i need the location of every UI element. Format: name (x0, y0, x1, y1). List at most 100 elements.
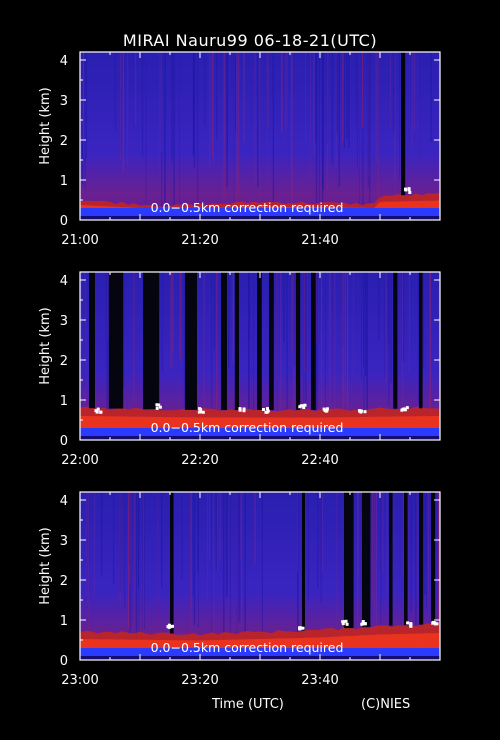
y-tick-label: 1 (60, 394, 68, 409)
strong-echo (406, 621, 410, 625)
chart-title: MIRAI Nauru99 06-18-21(UTC) (122, 31, 378, 50)
strong-echo (262, 408, 265, 411)
strong-echo (408, 191, 412, 194)
strong-echo (341, 622, 345, 626)
strong-echo (345, 622, 349, 626)
x-tick-label: 21:20 (181, 233, 218, 248)
y-tick-label: 2 (60, 574, 68, 589)
strong-echo (431, 620, 435, 624)
strong-echo (404, 188, 408, 192)
strong-echo (301, 626, 305, 630)
heatmap-image (80, 272, 440, 440)
strong-echo (344, 619, 348, 623)
strong-echo (409, 622, 413, 626)
blocked-column (234, 272, 239, 410)
boundary-layer-core (80, 633, 440, 648)
strong-echo (361, 620, 365, 623)
blocked-column (302, 492, 305, 631)
x-tick-label: 21:40 (301, 233, 338, 248)
blocked-column (404, 492, 408, 626)
blocked-column (108, 272, 124, 409)
strong-echo (363, 622, 367, 626)
y-tick-label: 2 (60, 354, 68, 369)
strong-echo (363, 410, 367, 414)
y-tick-label: 3 (60, 314, 68, 329)
correction-note: 0.0−0.5km correction required (151, 640, 344, 655)
blocked-column (269, 272, 274, 410)
panel-1: 0 1 2 3 4 Height (km) 21:00 21:20 21:40 0.0−0.5km… (38, 51, 441, 248)
y-tick-label: 4 (60, 494, 68, 509)
blocked-column (362, 492, 371, 627)
y-tick-label: 0 (60, 214, 68, 229)
y-tick-label: 3 (60, 94, 68, 109)
y-tick-label: 0 (60, 434, 68, 449)
surface-band (80, 428, 440, 436)
blocked-column (419, 492, 424, 625)
boundary-layer-core (80, 416, 440, 428)
blocked-column (221, 272, 227, 410)
strong-echo (199, 408, 203, 411)
x-tick-label: 21:00 (61, 233, 98, 248)
heatmap-background (80, 52, 440, 220)
strong-echo (405, 406, 409, 410)
blocked-column (401, 52, 406, 196)
panel-2: 0 1 2 3 4 Height (km) 22:00 22:20 22:40 0.0−0.5km… (38, 271, 441, 468)
y-tick-label: 1 (60, 614, 68, 629)
x-tick-label: 22:00 (61, 453, 98, 468)
x-axis-title: Time (UTC) (212, 697, 284, 712)
blocked-column (257, 272, 262, 410)
strong-echo (322, 407, 326, 411)
strong-echo (199, 410, 203, 414)
strong-echo (302, 406, 306, 409)
strong-echo (303, 403, 307, 407)
boundary-layer-band (80, 192, 440, 210)
strong-echo (242, 407, 246, 411)
blocked-column (389, 492, 393, 626)
x-tick-label: 22:20 (181, 453, 218, 468)
x-tick-label: 23:20 (181, 673, 218, 688)
strong-echo (158, 405, 162, 409)
heatmap-image (80, 492, 440, 660)
strong-echo (166, 625, 170, 629)
strong-echo (171, 624, 174, 628)
blocked-column (185, 272, 197, 410)
blocked-column (431, 492, 436, 625)
y-tick-label: 4 (60, 274, 68, 289)
blocked-column (344, 492, 354, 629)
credit-label: (C)NIES (361, 697, 411, 712)
panel-3: 0 1 2 3 4 Height (km) 23:00 23:20 23:40 0.0−0.5km… (38, 491, 441, 688)
blocked-column (393, 272, 398, 409)
strong-echo (325, 407, 329, 411)
strong-echo (298, 626, 302, 630)
strong-echo (266, 407, 269, 411)
strong-echo (358, 409, 361, 413)
y-axis-title: Height (km) (38, 307, 53, 384)
x-tick-label: 23:40 (301, 673, 338, 688)
strong-echo (238, 408, 242, 412)
correction-note: 0.0−0.5km correction required (151, 420, 344, 435)
strong-echo (96, 407, 100, 411)
strong-echo (435, 622, 439, 626)
y-tick-label: 4 (60, 54, 68, 69)
blocked-column (419, 272, 423, 409)
strong-echo (301, 404, 305, 408)
strong-echo (433, 621, 437, 625)
blocked-column (143, 272, 160, 410)
x-tick-label: 22:40 (301, 453, 338, 468)
heatmap-image (80, 52, 440, 220)
y-tick-label: 1 (60, 174, 68, 189)
correction-note: 0.0−0.5km correction required (151, 200, 344, 215)
strong-echo (298, 405, 302, 409)
y-tick-label: 3 (60, 534, 68, 549)
strong-echo (403, 408, 407, 412)
strong-echo (325, 409, 329, 413)
x-tick-label: 23:00 (61, 673, 98, 688)
blocked-column (170, 492, 174, 634)
strong-echo (99, 410, 103, 414)
y-axis-title: Height (km) (38, 87, 53, 164)
boundary-layer-core (80, 200, 440, 210)
y-tick-label: 0 (60, 654, 68, 669)
strong-echo (407, 188, 411, 192)
strong-echo (341, 620, 345, 624)
